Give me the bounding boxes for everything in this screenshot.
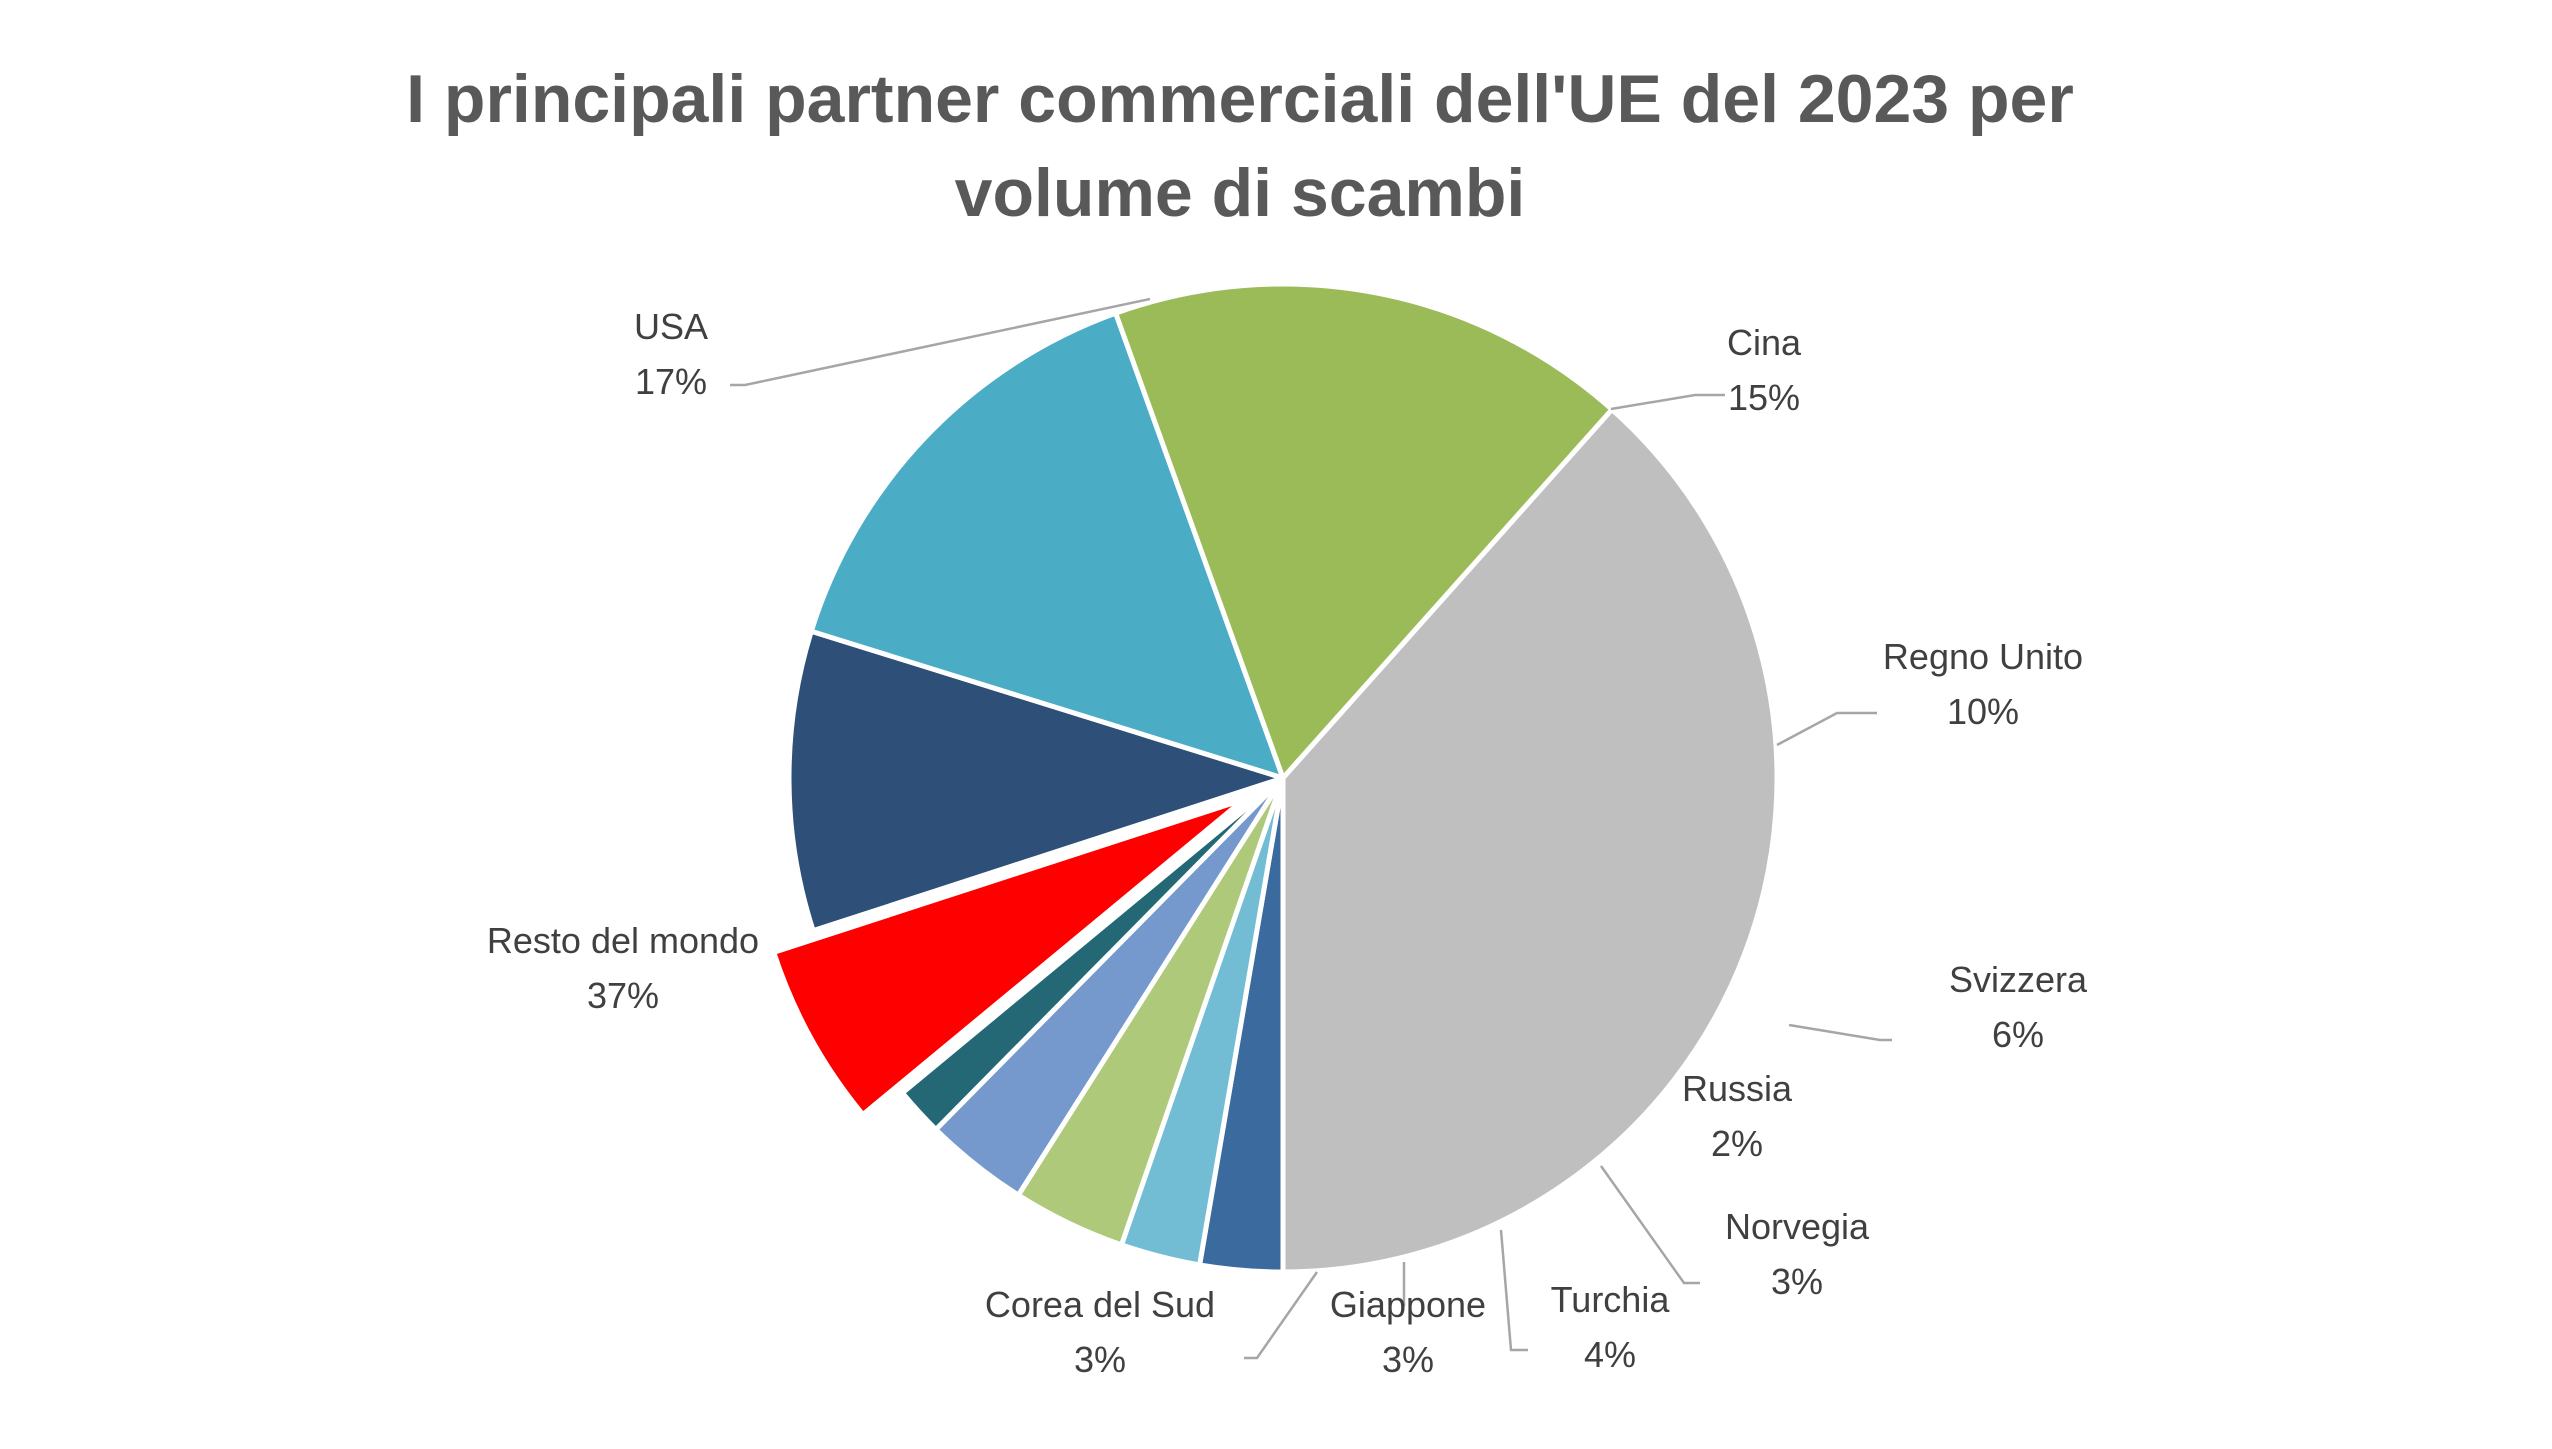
leader-line-regno-unito — [1776, 711, 1877, 747]
label-name-resto-del-mondo: Resto del mondo — [487, 920, 759, 961]
data-labels: Corea del Sud 3% Giappone 3% Turchia 4% Norveg… — [487, 306, 2088, 1380]
label-name-cina: Cina — [1727, 322, 1802, 363]
leader-line-norvegia — [1599, 1165, 1700, 1285]
slice-cina — [808, 310, 1286, 781]
slice-usa — [1113, 281, 1615, 781]
slice-russia — [899, 775, 1286, 1132]
chart-title-line-2: volume di scambi — [954, 155, 1526, 231]
slice-regno-unito — [786, 628, 1286, 934]
slice-svizzera — [771, 797, 1247, 1118]
leader-line-turchia — [1499, 1229, 1528, 1352]
leader-lines — [730, 297, 1892, 1360]
label-pct-giappone: 3% — [1382, 1339, 1434, 1380]
slice-resto-del-mondo — [1280, 407, 1780, 1275]
label-name-norvegia: Norvegia — [1725, 1206, 1870, 1247]
label-pct-cina: 15% — [1728, 377, 1800, 418]
label-pct-norvegia: 3% — [1771, 1261, 1823, 1302]
label-name-turchia: Turchia — [1551, 1279, 1671, 1320]
label-name-corea-del-sud: Corea del Sud — [985, 1284, 1215, 1325]
label-pct-turchia: 4% — [1584, 1334, 1636, 1375]
leader-line-usa — [730, 297, 1151, 387]
leader-line-corea-del-sud — [1244, 1271, 1319, 1360]
label-pct-russia: 2% — [1711, 1123, 1763, 1164]
leader-line-svizzera — [1788, 1023, 1892, 1042]
chart-title: I principali partner commerciali dell'UE… — [0, 52, 2480, 240]
label-name-regno-unito: Regno Unito — [1883, 636, 2083, 677]
chart-title-line-1: I principali partner commerciali dell'UE… — [406, 61, 2074, 137]
label-pct-resto-del-mondo: 37% — [587, 975, 659, 1016]
label-pct-usa: 17% — [635, 361, 707, 402]
leader-line-cina — [1610, 393, 1725, 411]
label-name-usa: USA — [634, 306, 708, 347]
pie-slices — [771, 281, 1780, 1275]
label-pct-regno-unito: 10% — [1947, 691, 2019, 732]
label-name-svizzera: Svizzera — [1949, 959, 2088, 1000]
label-name-russia: Russia — [1682, 1068, 1793, 1109]
label-name-giappone: Giappone — [1330, 1284, 1486, 1325]
label-pct-svizzera: 6% — [1992, 1014, 2044, 1055]
label-pct-corea-del-sud: 3% — [1074, 1339, 1126, 1380]
